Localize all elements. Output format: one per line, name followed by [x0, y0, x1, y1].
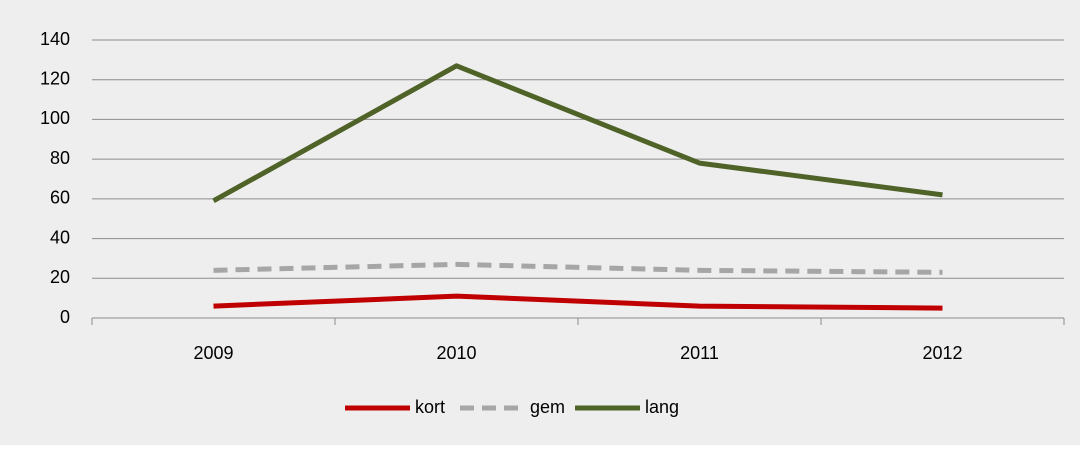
y-tick-label: 140: [40, 29, 70, 49]
x-tick-label: 2012: [922, 343, 962, 363]
series-line: [213, 293, 943, 311]
legend-label: kort: [415, 397, 445, 417]
y-tick-label: 80: [50, 148, 70, 168]
y-tick-label: 60: [50, 188, 70, 208]
y-tick-label: 0: [60, 307, 70, 327]
x-tick-label: 2009: [193, 343, 233, 363]
x-tick-label: 2010: [436, 343, 476, 363]
y-tick-label: 20: [50, 267, 70, 287]
x-tick-label: 2011: [680, 343, 719, 363]
legend-label: lang: [645, 397, 679, 417]
legend-label: gem: [530, 397, 565, 417]
y-tick-label: 40: [50, 227, 70, 247]
series-line: [213, 261, 943, 275]
y-tick-label: 100: [40, 108, 70, 128]
y-tick-label: 120: [40, 68, 70, 88]
series-line: [212, 63, 943, 204]
